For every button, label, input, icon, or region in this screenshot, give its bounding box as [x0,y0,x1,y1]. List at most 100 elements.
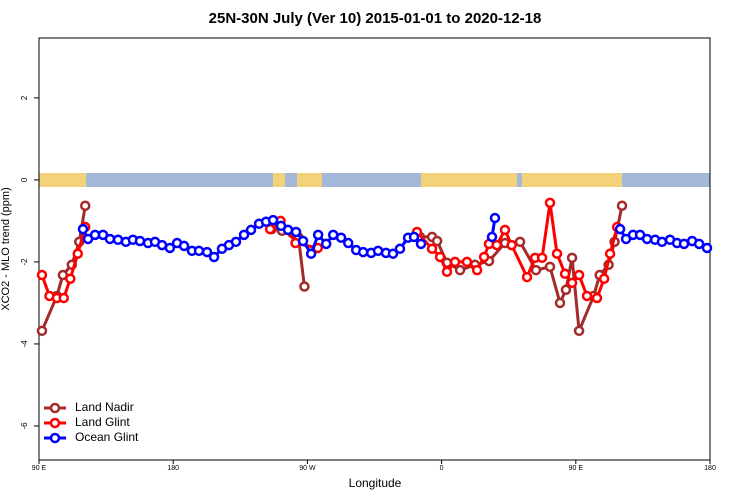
point [299,281,310,292]
point [357,246,369,258]
x-tick-label: 90 E [569,465,584,472]
point [566,277,578,289]
point [693,238,705,250]
point [604,248,616,259]
legend-symbol [49,432,61,444]
point [245,224,257,236]
point [193,245,205,257]
legend-symbol [49,402,61,414]
point [573,269,585,281]
y-tick-label: -6 [20,422,29,430]
land-band [297,173,322,187]
point [164,242,176,254]
x-tick-label: 180 [704,465,716,472]
y-tick-label: 0 [20,177,29,182]
series-line [40,202,619,300]
point [343,237,354,249]
point [264,223,276,235]
point [471,264,483,276]
point [514,236,526,248]
point [36,325,48,337]
point [431,235,443,247]
point [58,292,70,304]
x-tick-label: 90 E [32,465,47,472]
point [559,268,571,280]
point [408,231,420,243]
point [134,235,146,247]
point [335,232,347,243]
point [486,231,498,243]
point [491,239,503,251]
point [297,235,309,247]
chart-title: 25N-30N July (Ver 10) 2015-01-01 to 2020… [209,10,542,27]
x-axis-label: Longitude [349,476,402,490]
point [478,251,490,263]
point [521,271,533,283]
point [461,256,473,268]
land-band [421,173,517,187]
legend-symbol [49,417,61,429]
point [290,226,302,238]
point [65,273,76,284]
point [79,200,91,211]
legend-label: Land Glint [75,415,130,429]
point [678,238,690,250]
y-tick-label: -4 [20,340,29,348]
point [573,325,585,337]
point [544,261,556,273]
y-tick-label: 2 [20,95,29,100]
point [616,200,628,211]
point [614,223,626,235]
point [591,292,603,304]
land-band [39,173,86,187]
point [656,236,668,248]
point [598,273,610,284]
point [415,238,427,250]
point [230,236,242,248]
point [282,224,294,236]
point [434,251,446,263]
point [489,212,501,224]
point [201,246,213,258]
point [506,239,517,251]
y-axis-label: XCO2 - MLO trend (ppm) [0,187,12,310]
point [536,252,548,264]
point [581,290,593,302]
point [208,251,220,263]
x-tick-label: 90 W [299,465,316,472]
point [566,252,578,264]
legend-label: Ocean Glint [75,430,139,444]
point [441,266,453,278]
point [394,243,406,255]
point [312,229,324,241]
point [72,248,84,259]
point [305,248,317,259]
point [178,240,190,252]
x-tick-label: 180 [167,465,179,472]
point [701,242,713,254]
point [544,197,556,209]
point [530,264,542,276]
point [426,243,438,255]
point [560,284,572,296]
land-mask [39,173,710,187]
point [238,229,250,241]
point [320,238,332,250]
point [554,297,566,309]
point [36,269,48,281]
point [551,248,563,259]
x-tick-label: 0 [440,465,444,472]
point [641,233,653,245]
point [449,256,461,268]
point [499,224,511,236]
legend-label: Land Nadir [75,400,134,414]
y-tick-label: -2 [20,258,29,266]
land-band [522,173,622,187]
land-band [273,173,285,187]
point [454,264,466,276]
point [387,248,399,259]
point [77,223,89,235]
point [267,214,279,226]
point [104,233,116,245]
